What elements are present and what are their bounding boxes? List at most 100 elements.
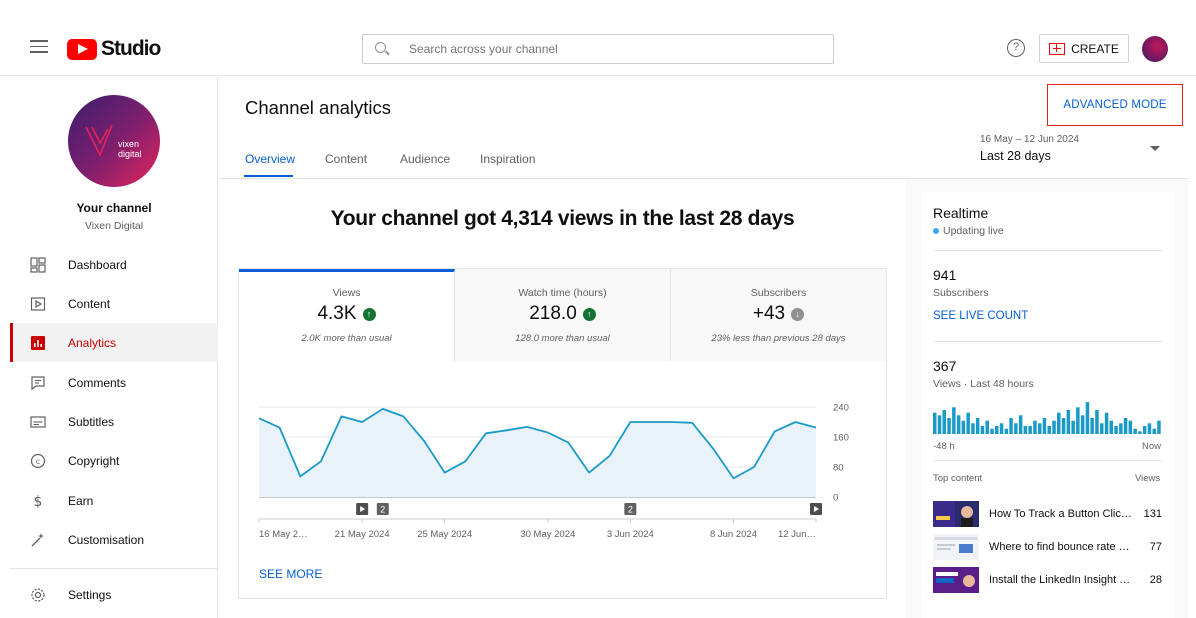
- y-tick-label: 240: [833, 403, 849, 414]
- svg-text:c: c: [36, 457, 40, 466]
- hamburger-menu-icon[interactable]: [30, 40, 48, 57]
- active-tab-indicator: [244, 175, 293, 177]
- date-range-selector[interactable]: Last 28 days: [980, 149, 1051, 163]
- see-more-link[interactable]: SEE MORE: [259, 567, 323, 581]
- marker-count-label: 2: [628, 505, 633, 515]
- tab-content[interactable]: Content: [325, 152, 368, 166]
- channel-name: Vixen Digital: [84, 220, 144, 232]
- realtime-bar: [990, 428, 994, 434]
- realtime-bar: [1038, 423, 1042, 434]
- realtime-bar: [995, 426, 999, 434]
- realtime-title: Realtime: [933, 205, 989, 221]
- metric-subtext: 128.0 more than usual: [515, 333, 610, 344]
- realtime-bar: [933, 412, 937, 434]
- video-title: Where to find bounce rate in…: [989, 541, 1132, 553]
- realtime-bar: [1138, 431, 1142, 434]
- realtime-bar: [980, 426, 985, 434]
- sidebar-item-label: Analytics: [68, 335, 117, 350]
- realtime-card: Realtime Updating live 941 Subscribers S…: [921, 192, 1175, 618]
- create-button[interactable]: CREATE: [1039, 34, 1129, 63]
- realtime-bar: [1004, 428, 1009, 434]
- divider: [933, 341, 1162, 342]
- realtime-bar: [961, 420, 966, 434]
- earn-icon: $: [30, 493, 46, 510]
- chevron-down-icon[interactable]: [1150, 146, 1160, 151]
- search-input[interactable]: [409, 42, 809, 56]
- realtime-bar: [1142, 426, 1147, 434]
- realtime-bar: [1119, 423, 1123, 434]
- realtime-bar: [1071, 420, 1075, 434]
- marker-box: [624, 503, 637, 515]
- tab-overview[interactable]: Overview: [245, 152, 296, 166]
- realtime-bar: [1080, 415, 1085, 434]
- chart-series-line: [258, 408, 817, 480]
- advanced-mode-button[interactable]: ADVANCED MODE: [1047, 84, 1183, 126]
- top-content-item[interactable]: How To Track a Button Clic… 131: [933, 501, 1162, 527]
- y-tick-label: 160: [833, 433, 849, 444]
- dashboard-icon: [30, 256, 46, 273]
- metric-subtext: 2.0K more than usual: [301, 333, 392, 344]
- top-content-item[interactable]: Install the LinkedIn Insight T… 28: [933, 567, 1162, 593]
- realtime-bar: [999, 423, 1004, 434]
- analytics-chart-card: Views 4.3K ↑ 2.0K more than usual Watch …: [238, 268, 887, 599]
- top-bar: Studio ? CREATE: [0, 0, 1196, 76]
- help-icon[interactable]: ?: [1007, 39, 1025, 57]
- sidebar-item-label: Content: [68, 296, 111, 311]
- marker-box: [376, 503, 389, 515]
- account-avatar[interactable]: [1142, 36, 1168, 62]
- realtime-bar: [1085, 402, 1090, 434]
- search-box[interactable]: [362, 34, 834, 64]
- metric-tab-views[interactable]: Views 4.3K ↑ 2.0K more than usual: [239, 269, 455, 361]
- x-tick-label: 25 May 2024: [417, 529, 472, 540]
- sidebar-item-content[interactable]: Content: [10, 284, 218, 323]
- sidebar-item-comments[interactable]: Comments: [10, 363, 218, 402]
- metric-value: +43 ↓: [671, 303, 886, 325]
- video-views: 131: [1143, 508, 1162, 520]
- tab-audience[interactable]: Audience: [400, 152, 451, 166]
- channel-avatar[interactable]: vixen digital: [68, 95, 160, 187]
- subscribers-count: 941: [933, 267, 957, 283]
- studio-logo[interactable]: Studio: [67, 37, 161, 61]
- realtime-bar: [1009, 418, 1013, 434]
- x-tick-label: 16 May 2…: [259, 529, 308, 540]
- customisation-icon: [30, 532, 46, 548]
- tab-inspiration[interactable]: Inspiration: [480, 152, 536, 166]
- sidebar-item-customisation[interactable]: Customisation: [10, 520, 218, 559]
- trend-up-icon: ↑: [582, 307, 596, 321]
- top-content-item[interactable]: Where to find bounce rate in… 77: [933, 534, 1162, 560]
- realtime-bar: [1033, 420, 1037, 434]
- metric-tab-watch-time[interactable]: Watch time (hours) 218.0 ↑ 128.0 more th…: [455, 269, 671, 361]
- realtime-bar: [1109, 420, 1113, 434]
- settings-icon: [30, 587, 46, 603]
- sidebar-item-subtitles[interactable]: Subtitles: [10, 402, 218, 441]
- y-tick-label: 80: [833, 463, 844, 474]
- realtime-bar: [985, 420, 989, 434]
- metric-value: 218.0 ↑: [455, 303, 670, 325]
- top-content-label: Top content: [933, 473, 983, 484]
- sidebar-item-copyright[interactable]: c Copyright: [10, 441, 218, 480]
- sidebar-item-earn[interactable]: $ Earn: [10, 481, 218, 520]
- realtime-bar: [956, 415, 961, 434]
- vixen-logo-icon: [85, 124, 113, 157]
- video-count-marker: 2: [376, 503, 389, 515]
- video-views: 28: [1149, 574, 1162, 586]
- realtime-bar: [1123, 418, 1128, 434]
- realtime-bar: [1066, 410, 1071, 434]
- sidebar-item-settings[interactable]: Settings: [10, 575, 218, 614]
- views-headline: Your channel got 4,314 views in the last…: [330, 207, 795, 230]
- sidebar-item-analytics[interactable]: Analytics: [10, 323, 218, 362]
- video-published-marker: [356, 503, 369, 515]
- realtime-bar: [1133, 428, 1137, 434]
- views-line-chart: 240 160 80 0 2 2 16 May 2… 21 May 2024 25 May 20…: [258, 403, 849, 540]
- realtime-bar: [952, 407, 956, 434]
- realtime-bar: [1090, 418, 1094, 434]
- sidebar-item-label: Subtitles: [68, 414, 115, 429]
- realtime-bar: [1023, 426, 1028, 434]
- sidebar: vixen digital Your channel Vixen Digital…: [10, 77, 218, 618]
- play-icon: [360, 506, 366, 512]
- realtime-bar: [1047, 426, 1051, 434]
- sidebar-item-dashboard[interactable]: Dashboard: [10, 245, 218, 284]
- metric-tab-subscribers[interactable]: Subscribers +43 ↓ 23% less than previous…: [671, 269, 886, 361]
- see-live-count-link[interactable]: SEE LIVE COUNT: [933, 310, 1029, 322]
- avatar-logo-text: vixen digital: [118, 139, 142, 159]
